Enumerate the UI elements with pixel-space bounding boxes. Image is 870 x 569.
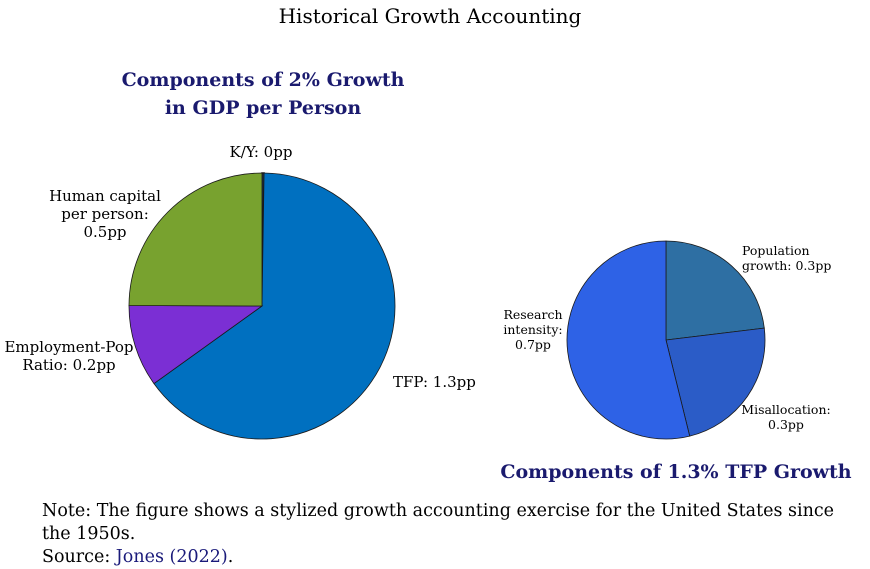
pie-slice-employment-pop [128,305,264,385]
pie-slice-tfp-1-3pp [153,172,396,440]
slice-label-line: Misallocation: [741,402,830,417]
slice-label-line: Population [742,243,810,258]
slice-label-line: 0.5pp [83,223,126,241]
slice-label-line: Human capital [49,187,161,205]
slice-label-line: Ratio: 0.2pp [22,356,115,374]
slice-label-misallocation: Misallocation: 0.3pp [741,402,830,432]
source-prefix: Source: [42,547,116,567]
pie-slice-misallocation [665,327,766,437]
chart-title: Components of 1.3% TFP Growth [500,461,851,483]
slice-label-human-capital: Human capital per person: 0.5pp [49,187,161,241]
slice-label-research: Research intensity: 0.7pp [503,307,562,352]
slice-label-line: per person: [61,205,149,223]
figure-canvas: Historical Growth Accounting K/Y: 0pp TFP… [4,4,852,483]
slice-label-line: 0.7pp [515,337,551,352]
pie-slice-population [665,240,765,341]
chart-title-line: Components of 1.3% TFP Growth [500,461,851,483]
slice-label-line: TFP: 1.3pp [393,373,476,391]
note-text: Note: The figure shows a stylized growth… [42,501,835,544]
slice-label-line: 0.3pp [768,417,804,432]
source-suffix: . [227,547,234,567]
gdp-growth-pie-chart: K/Y: 0pp TFP: 1.3pp Employment-Pop Ratio: 0… [4,69,476,440]
chart-title-line: Components of 2% Growth [122,69,405,91]
slice-label-tfp-1-3pp: TFP: 1.3pp [393,373,476,391]
chart-title-line: in GDP per Person [165,97,361,119]
slice-label-k-y-0pp: K/Y: 0pp [230,143,293,161]
slice-label-employment-pop: Employment-Pop Ratio: 0.2pp [4,338,133,374]
slice-label-line: Employment-Pop [4,338,133,356]
chart-title: Components of 2% Growth in GDP per Person [122,69,405,119]
slice-label-line: Research [503,307,562,322]
figure-title: Historical Growth Accounting [279,4,582,28]
slice-label-population: Population growth: 0.3pp [742,243,831,273]
pie-slice-human-capital [128,172,263,307]
slice-label-line: growth: 0.3pp [742,258,831,273]
source-line: Source: Jones (2022). [42,546,862,569]
slice-label-line: intensity: [503,322,562,337]
pie-slice-research [566,240,691,440]
figure-note: Note: The figure shows a stylized growth… [42,500,862,569]
source-link[interactable]: Jones (2022) [115,547,228,567]
slice-label-line: K/Y: 0pp [230,143,293,161]
tfp-growth-pie-chart: Population growth: 0.3pp Misallocation: 0.3… [500,240,852,483]
